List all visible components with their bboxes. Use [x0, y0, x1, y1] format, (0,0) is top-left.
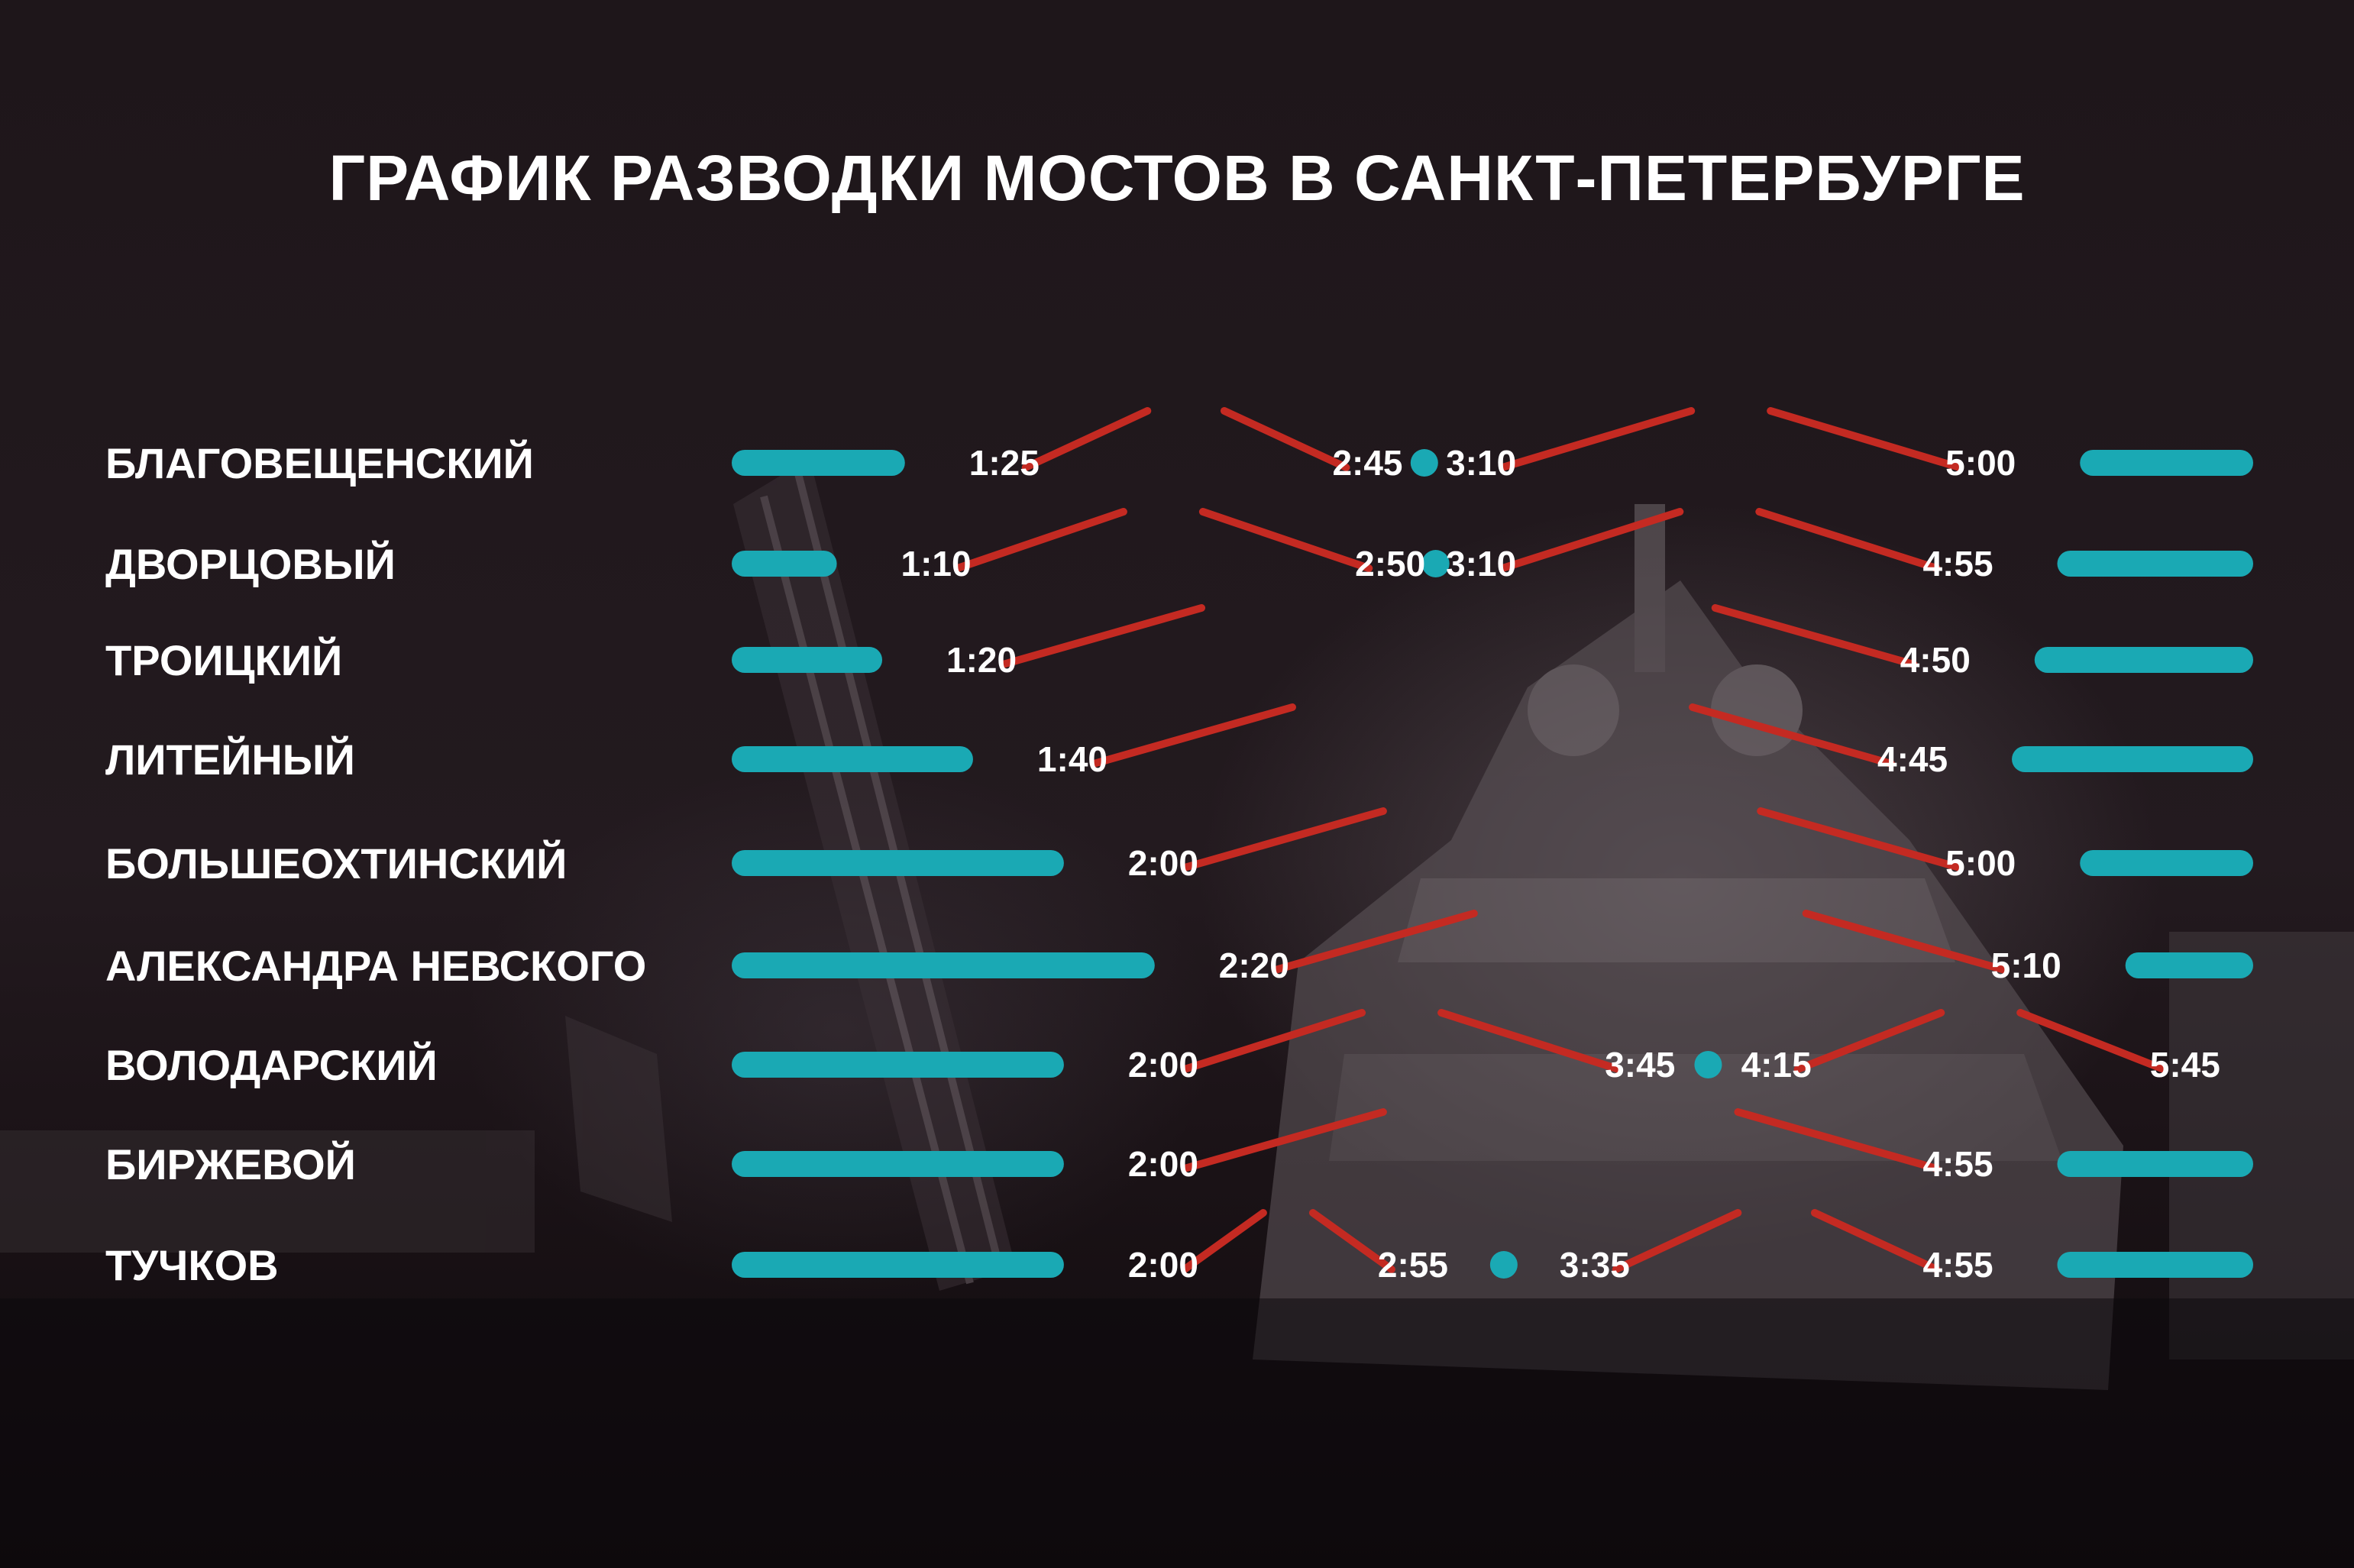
raised-line [953, 508, 1127, 572]
bridge-name: БЛАГОВЕЩЕНСКИЙ [105, 439, 534, 487]
raised-line [1271, 910, 1478, 974]
raised-line [1180, 1009, 1366, 1073]
time-label: 4:15 [1741, 1045, 1812, 1085]
bridge-row: 2:00 4:55 [732, 1108, 2253, 1184]
bridge-name: ДВОРЦОВЫЙ [105, 540, 396, 588]
bridge-row: 1:40 4:45 [732, 703, 2253, 779]
bridge-name: ТРОИЦКИЙ [105, 636, 343, 684]
bridge-name: АЛЕКСАНДРА НЕВСКОГО [105, 942, 647, 990]
time-label: 4:55 [1922, 544, 1993, 584]
bridge-row: 1:25 2:45 3:10 5:00 [732, 407, 2253, 483]
time-label: 2:55 [1378, 1245, 1448, 1285]
raised-line [1499, 407, 1696, 471]
raised-line [1802, 910, 2009, 974]
raised-line [1689, 703, 1896, 768]
open-bar [732, 647, 883, 673]
time-label: 4:55 [1922, 1245, 1993, 1285]
bridge-row: 1:10 2:50 3:10 4:55 [732, 508, 2253, 584]
bridge-name: ВОЛОДАРСКИЙ [105, 1041, 438, 1089]
open-bar [732, 450, 905, 476]
time-label: 4:55 [1922, 1144, 1993, 1184]
time-label: 2:20 [1219, 946, 1289, 985]
bridge-row: 1:20 4:50 [732, 604, 2253, 680]
time-label: 1:20 [946, 640, 1017, 680]
time-label: 2:00 [1128, 1144, 1198, 1184]
raised-line [999, 604, 1206, 668]
chart-title: ГРАФИК РАЗВОДКИ МОСТОВ В САНКТ-ПЕТЕРБУРГ… [328, 142, 2026, 214]
open-bar [732, 850, 1064, 876]
open-bar [732, 952, 1155, 978]
open-bar [732, 1252, 1064, 1278]
raised-line [1793, 1009, 1945, 1073]
raised-line [1220, 407, 1350, 471]
raised-line [1180, 807, 1387, 871]
raised-line [1711, 604, 1918, 668]
time-label: 2:50 [1355, 544, 1425, 584]
bridge-name: ТУЧКОВ [105, 1241, 279, 1289]
raised-line [1757, 807, 1964, 871]
raised-line [1308, 1209, 1395, 1273]
open-bar [2012, 746, 2253, 772]
time-label: 4:50 [1900, 640, 1971, 680]
time-label: 2:45 [1332, 443, 1402, 483]
bridge-name: БОЛЬШЕОХТИНСКИЙ [105, 839, 567, 887]
bridge-row: 2:00 3:45 4:15 5:45 [732, 1009, 2220, 1085]
time-label: 5:00 [1945, 443, 2016, 483]
time-label: 2:00 [1128, 843, 1198, 883]
raised-line [1180, 1209, 1267, 1273]
time-label: 2:00 [1128, 1045, 1198, 1085]
riverbank-buildings [0, 932, 2354, 1359]
bridge-row: 2:00 2:55 3:35 4:55 [732, 1209, 2253, 1285]
open-dot [1421, 550, 1450, 577]
time-label: 1:10 [901, 544, 972, 584]
time-label: 1:25 [969, 443, 1040, 483]
open-bar [732, 746, 973, 772]
time-label: 5:10 [1991, 946, 2061, 985]
open-bar [2057, 1151, 2253, 1177]
raised-line [1180, 1108, 1387, 1172]
open-dot [1410, 449, 1438, 477]
bridge-name: ЛИТЕЙНЫЙ [105, 736, 355, 784]
time-label: 4:45 [1877, 739, 1948, 779]
open-dot [1694, 1051, 1722, 1078]
open-bar [732, 1151, 1064, 1177]
raised-line [1021, 407, 1152, 471]
open-bar [732, 551, 837, 577]
raised-line [1734, 1108, 1941, 1172]
open-bar [2125, 952, 2253, 978]
time-label: 1:40 [1037, 739, 1107, 779]
raised-line [1198, 508, 1373, 572]
time-label: 3:45 [1605, 1045, 1675, 1085]
time-label: 3:10 [1446, 443, 1516, 483]
open-bar [2034, 647, 2253, 673]
raised-line [1499, 508, 1684, 572]
open-dot [1489, 1251, 1518, 1279]
raised-line [1811, 1209, 1941, 1273]
open-bar [732, 1052, 1064, 1078]
time-label: 5:00 [1945, 843, 2016, 883]
open-bar [2080, 450, 2253, 476]
raised-line [1755, 508, 1941, 572]
river-water [0, 1298, 2354, 1568]
raised-line [1437, 1009, 1623, 1073]
open-bar [2080, 850, 2253, 876]
bridge-row: 2:00 5:00 [732, 807, 2253, 883]
bridge-name: БИРЖЕВОЙ [105, 1140, 356, 1188]
bridge-row: 2:20 5:10 [732, 910, 2253, 985]
raised-line [1089, 703, 1296, 768]
raised-line [1767, 407, 1964, 471]
time-label: 2:00 [1128, 1245, 1198, 1285]
raised-line [1612, 1209, 1742, 1273]
raised-line [2016, 1009, 2168, 1073]
time-label: 3:35 [1560, 1245, 1630, 1285]
open-bar [2057, 1252, 2253, 1278]
open-bar [2057, 551, 2253, 577]
time-label: 5:45 [2150, 1045, 2220, 1085]
time-label: 3:10 [1446, 544, 1516, 584]
